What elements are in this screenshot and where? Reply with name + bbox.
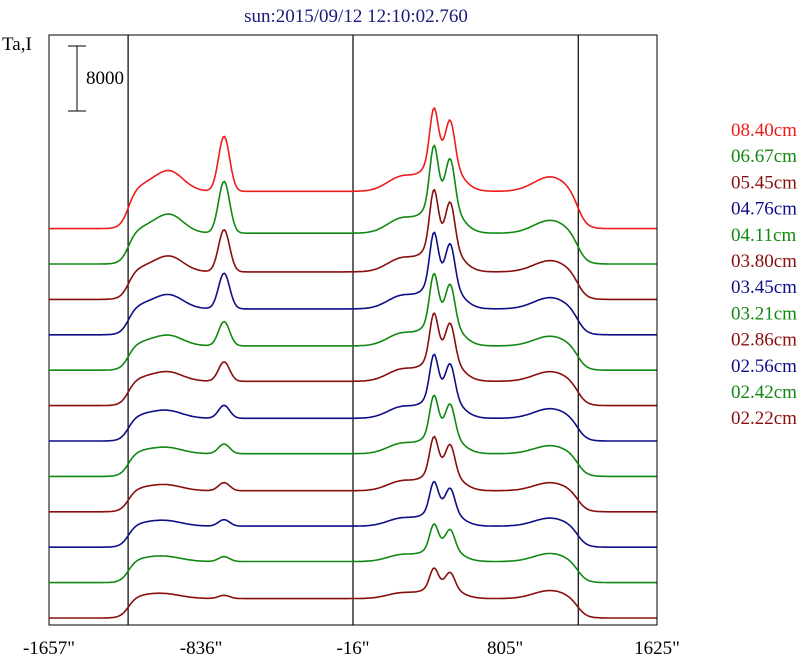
- series-line: [49, 144, 657, 265]
- x-tick-label: 805": [487, 638, 523, 659]
- legend-entry: 04.76cm: [731, 199, 797, 220]
- legend-entry: 03.21cm: [731, 303, 797, 324]
- series-line: [49, 107, 657, 230]
- y-axis-label: Ta,I: [2, 34, 32, 55]
- series-line: [49, 231, 657, 336]
- legend-entry: 03.45cm: [731, 277, 797, 298]
- legend-entry: 02.42cm: [731, 382, 797, 403]
- series-line: [49, 567, 657, 619]
- legend-entry: 04.11cm: [731, 225, 796, 246]
- legend-entry: 06.67cm: [731, 146, 797, 167]
- series-line: [49, 272, 657, 371]
- legend-entry: 02.56cm: [731, 356, 797, 377]
- series-lines: [49, 107, 657, 619]
- x-tick-labels: -1657" -836" -16" 805" 1625": [23, 638, 680, 659]
- legend-entry: 03.80cm: [731, 251, 797, 272]
- legend: 08.40cm 06.67cm 05.45cm 04.76cm 04.11cm 03.80…: [731, 120, 797, 429]
- series-line: [49, 312, 657, 407]
- series-line: [49, 394, 657, 478]
- series-line: [49, 353, 657, 442]
- reference-lines: [127, 35, 579, 625]
- legend-entry: 05.45cm: [731, 172, 797, 193]
- series-line: [49, 188, 657, 301]
- x-tick-label: -836": [180, 638, 223, 659]
- scale-bar-label: 8000: [86, 68, 124, 89]
- series-line: [49, 523, 657, 584]
- legend-entry: 02.22cm: [731, 408, 797, 429]
- chart-title: sun:2015/09/12 12:10:02.760: [244, 6, 468, 27]
- x-tick-label: 1625": [634, 638, 680, 659]
- series-line: [49, 435, 657, 513]
- x-tick-label: -1657": [23, 638, 75, 659]
- x-tick-label: -16": [336, 638, 369, 659]
- scale-bar: [68, 45, 86, 112]
- legend-entry: 08.40cm: [731, 120, 797, 141]
- series-line: [49, 480, 657, 548]
- legend-entry: 02.86cm: [731, 330, 797, 351]
